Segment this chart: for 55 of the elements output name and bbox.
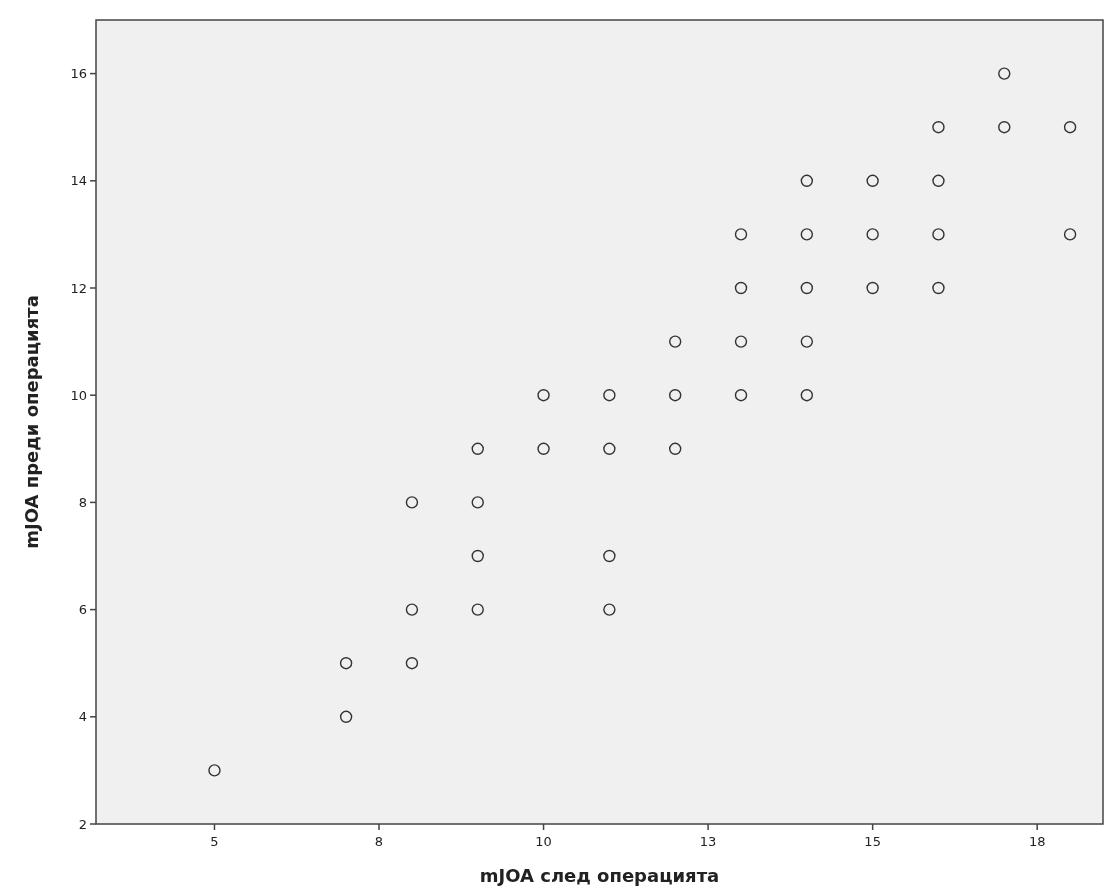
x-tick-label: 10 bbox=[535, 834, 552, 849]
y-tick-label: 6 bbox=[78, 602, 87, 618]
point bbox=[339, 710, 353, 723]
x-tick-label: 5 bbox=[210, 834, 219, 849]
point bbox=[405, 657, 419, 670]
point bbox=[603, 603, 616, 616]
x-tick-label: 13 bbox=[699, 834, 717, 849]
point bbox=[668, 442, 682, 455]
point bbox=[932, 228, 945, 241]
point bbox=[932, 121, 945, 134]
point bbox=[734, 281, 748, 295]
y-tick-label: 4 bbox=[78, 709, 87, 725]
point bbox=[668, 389, 682, 402]
point bbox=[998, 67, 1011, 80]
point bbox=[537, 442, 550, 455]
point bbox=[866, 281, 879, 295]
point bbox=[800, 389, 814, 402]
y-tick-label: 16 bbox=[70, 66, 87, 82]
point bbox=[998, 121, 1011, 134]
y-tick-label: 8 bbox=[78, 494, 87, 510]
point bbox=[800, 281, 814, 295]
point bbox=[800, 174, 814, 187]
point bbox=[932, 174, 945, 187]
point bbox=[471, 442, 484, 455]
y-tick-label: 10 bbox=[70, 387, 87, 403]
point bbox=[734, 335, 748, 348]
point bbox=[668, 335, 682, 348]
x-tick-label: 8 bbox=[374, 834, 384, 849]
x-tick-label: 15 bbox=[864, 834, 881, 849]
point bbox=[1063, 121, 1077, 134]
point bbox=[866, 174, 879, 187]
point bbox=[734, 228, 748, 241]
point bbox=[800, 228, 814, 241]
point bbox=[1063, 228, 1077, 241]
y-tick-label: 2 bbox=[78, 816, 87, 832]
y-axis-title: mJOA преди операцията bbox=[21, 295, 42, 549]
point bbox=[339, 657, 353, 670]
point bbox=[603, 549, 616, 563]
x-axis-title: mJOA след операцията bbox=[479, 865, 720, 886]
point bbox=[471, 603, 484, 616]
point bbox=[866, 228, 879, 241]
point bbox=[734, 389, 748, 402]
point bbox=[932, 281, 945, 295]
y-tick-label: 14 bbox=[70, 173, 87, 189]
point bbox=[208, 764, 221, 777]
y-tick-label: 12 bbox=[70, 280, 87, 296]
point bbox=[405, 496, 419, 509]
x-tick-label: 18 bbox=[1028, 834, 1046, 849]
point bbox=[800, 335, 814, 348]
point bbox=[603, 389, 616, 402]
point bbox=[537, 389, 550, 402]
point bbox=[471, 496, 484, 509]
point bbox=[405, 603, 419, 616]
point bbox=[471, 549, 484, 563]
point bbox=[603, 442, 616, 455]
